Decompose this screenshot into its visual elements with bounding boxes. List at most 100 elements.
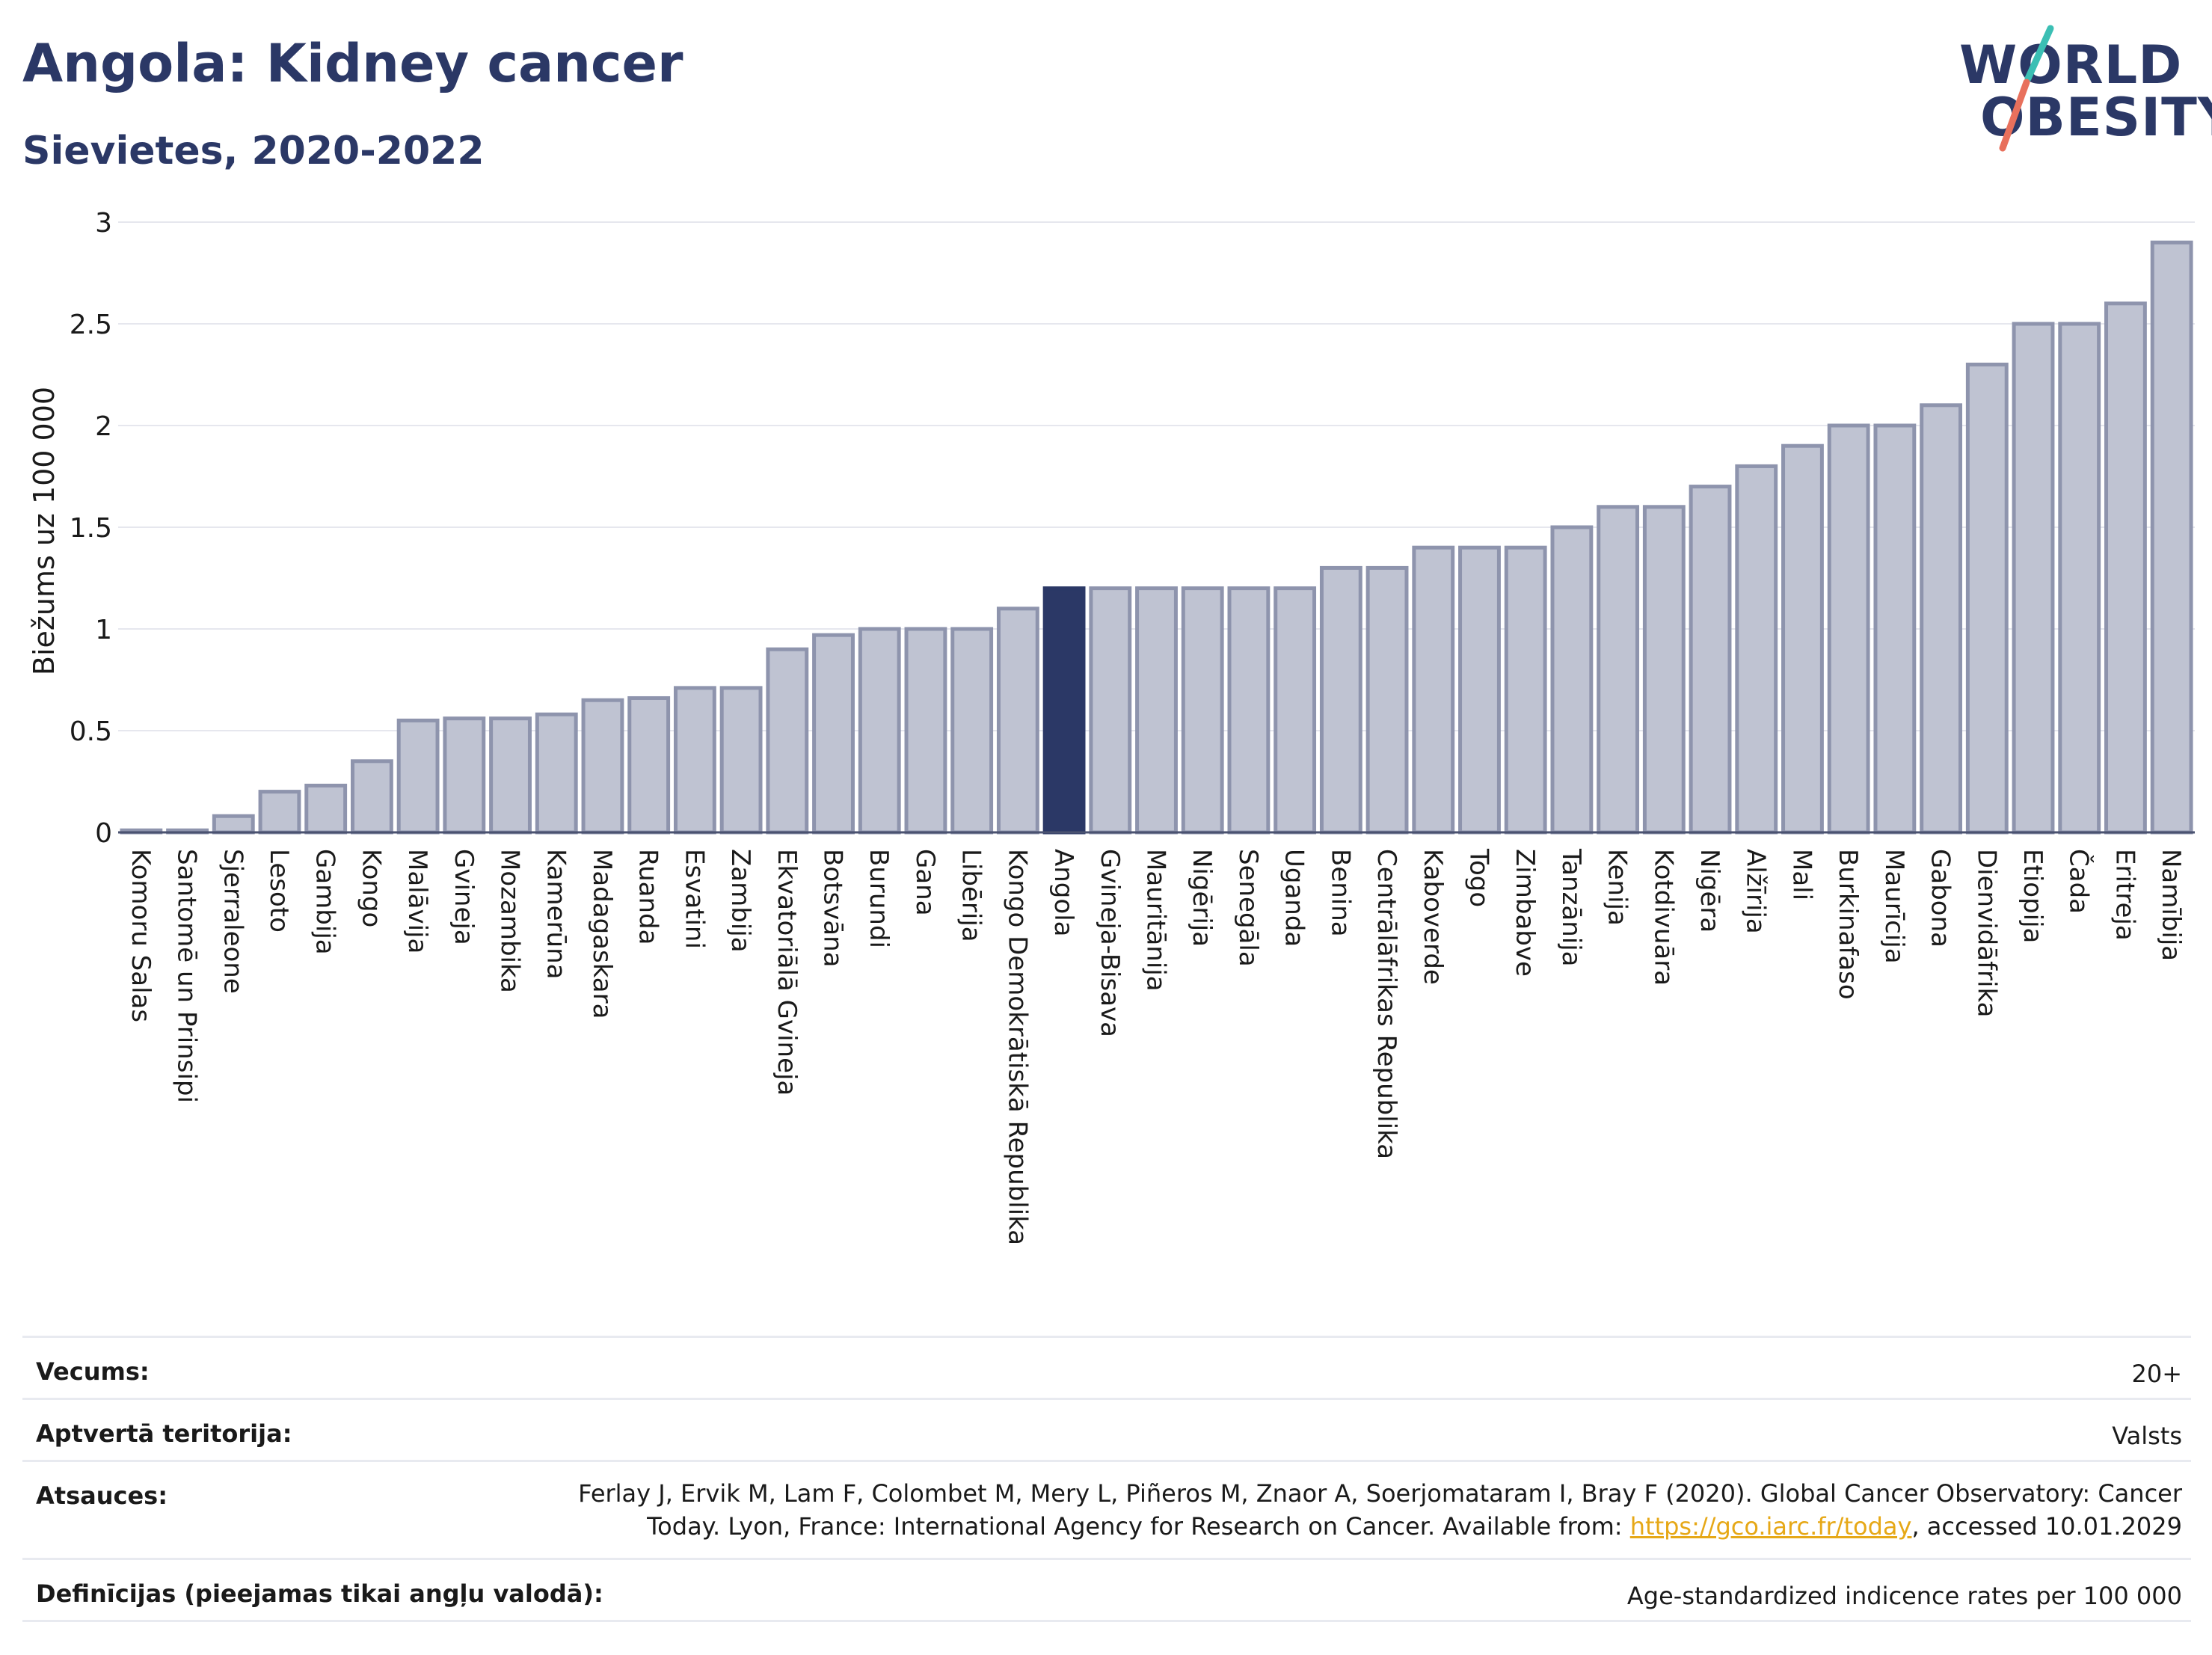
x-tick-label: Kamerūna: [541, 849, 571, 979]
x-tick-label: Čada: [2064, 849, 2095, 914]
bar: [1873, 423, 1917, 835]
bar: [2104, 301, 2147, 835]
x-tick-label: Burundi: [864, 849, 894, 948]
x-tick-label: Nigērija: [1187, 849, 1217, 947]
x-tick-label: Namībija: [2156, 849, 2186, 961]
y-tick-label: 2.5: [70, 310, 112, 340]
bar: [1274, 586, 1317, 835]
bar: [535, 712, 578, 835]
bar-chart: Biežums uz 100 000 0 0.5 1 1.5 2 2.5 3 Komoru S…: [28, 208, 2195, 1245]
definitions-value: Age-standardized indicence rates per 100…: [1626, 1582, 2182, 1610]
bar: [443, 716, 486, 835]
y-tick-label: 3: [95, 208, 112, 239]
bar: [858, 627, 901, 835]
bar: [1735, 464, 1778, 835]
references-link[interactable]: https://gco.iarc.fr/today: [1629, 1512, 1912, 1541]
bar: [258, 790, 301, 835]
territory-label: Aptvertā teritorija:: [36, 1419, 292, 1448]
x-tick-label: Lesoto: [264, 849, 294, 933]
age-value: 20+: [2131, 1360, 2182, 1388]
bar: [766, 647, 809, 835]
x-tick-label: Eritreja: [2110, 849, 2139, 941]
bar: [1181, 586, 1224, 835]
y-tick-label: 0: [95, 818, 112, 849]
definitions-label: Definīcijas (pieejamas tikai angļu valod…: [36, 1579, 603, 1608]
bar: [1227, 586, 1271, 835]
bar-highlight: [1042, 586, 1086, 835]
x-tick-label: Maurīcija: [1879, 849, 1909, 964]
page-title: Angola: Kidney cancer: [22, 33, 683, 94]
bar: [1597, 505, 1640, 835]
x-tick-label: Gabona: [1926, 849, 1956, 948]
x-tick-label: Sjerraleone: [218, 849, 248, 994]
bar: [1920, 403, 1963, 835]
x-tick-label: Kongo Demokrātiskā Republika: [1002, 849, 1032, 1245]
bar: [1689, 485, 1732, 835]
x-tick-label: Ekvatoriālā Gvineja: [772, 849, 802, 1096]
x-tick-label: Tanzānija: [1556, 848, 1586, 966]
bar: [350, 759, 393, 835]
x-tick-label: Gana: [910, 849, 940, 916]
x-tick-label: Senegāla: [1233, 849, 1263, 967]
x-tick-label: Gvineja: [449, 849, 479, 945]
y-tick-label: 2: [95, 411, 112, 442]
bar: [996, 607, 1039, 835]
y-tick-label: 1: [95, 615, 112, 645]
bar: [1781, 443, 1824, 835]
bar: [212, 814, 255, 835]
x-tick-label: Nigēra: [1695, 849, 1724, 933]
page-subtitle: Sievietes, 2020-2022: [22, 129, 485, 174]
x-tick-label: Ruanda: [633, 849, 663, 945]
logo-slash-icon: [1999, 25, 2054, 152]
bar: [304, 783, 348, 835]
bar: [1504, 545, 1547, 835]
x-tick-label: Angola: [1048, 849, 1078, 936]
bar: [627, 696, 671, 835]
references-text-1: Ferlay J, Ervik M, Lam F, Colombet M, Me…: [578, 1479, 2182, 1508]
info-table: Vecums: 20+ Aptvertā teritorija: Valsts …: [22, 1336, 2191, 1622]
x-tick-label: Centrālāfrikas Republika: [1371, 849, 1401, 1159]
x-tick-label: Mali: [1787, 849, 1816, 900]
bar: [719, 686, 763, 835]
x-tick-label: Zimbabve: [1510, 849, 1540, 977]
x-tick-label: Kenija: [1603, 849, 1632, 926]
bar: [581, 698, 624, 835]
x-tick-label: Malāvija: [402, 849, 432, 954]
references-label: Atsauces:: [36, 1481, 168, 1510]
y-tick-label: 0.5: [70, 716, 112, 747]
bar: [1642, 505, 1686, 835]
x-tick-label: Santomē un Prinsipi: [172, 849, 202, 1103]
bar: [1965, 362, 2009, 835]
territory-value: Valsts: [2112, 1422, 2182, 1450]
x-tick-label: Benina: [1325, 849, 1355, 937]
bar: [673, 686, 716, 835]
x-tick-label: Madagaskara: [587, 849, 617, 1019]
x-tick-label: Libērija: [956, 849, 986, 942]
bar: [396, 718, 440, 835]
y-axis-label: Biežums uz 100 000: [28, 387, 61, 675]
info-row-territory: Aptvertā teritorija: Valsts: [22, 1398, 2191, 1460]
x-tick-label: Dienvidāfrika: [1971, 849, 2001, 1017]
x-tick-label: Uganda: [1279, 849, 1309, 947]
references-text-2: Today. Lyon, France: International Agenc…: [647, 1512, 1630, 1541]
bar: [2058, 322, 2101, 835]
x-tick-label: Zambija: [725, 849, 755, 953]
references-value: Ferlay J, Ervik M, Lam F, Colombet M, Me…: [578, 1477, 2182, 1543]
bar: [1319, 565, 1362, 835]
bar: [1089, 586, 1132, 835]
world-obesity-logo: WORLD OBESITY: [1952, 22, 2212, 157]
bar: [2150, 240, 2193, 835]
bar: [1827, 423, 1870, 835]
y-tick-label: 1.5: [70, 513, 112, 544]
x-tick-label: Esvatini: [679, 849, 709, 949]
bar: [950, 627, 994, 835]
bar: [1135, 586, 1178, 835]
x-tick-label: Kongo: [356, 849, 386, 927]
bar: [1458, 545, 1501, 835]
x-tick-label: Mauritānija: [1141, 849, 1171, 992]
bar: [1550, 525, 1594, 835]
bar: [489, 716, 532, 835]
info-row-age: Vecums: 20+: [22, 1336, 2191, 1398]
references-text-3: , accessed 10.01.2029: [1911, 1512, 2182, 1541]
age-label: Vecums:: [36, 1357, 150, 1386]
